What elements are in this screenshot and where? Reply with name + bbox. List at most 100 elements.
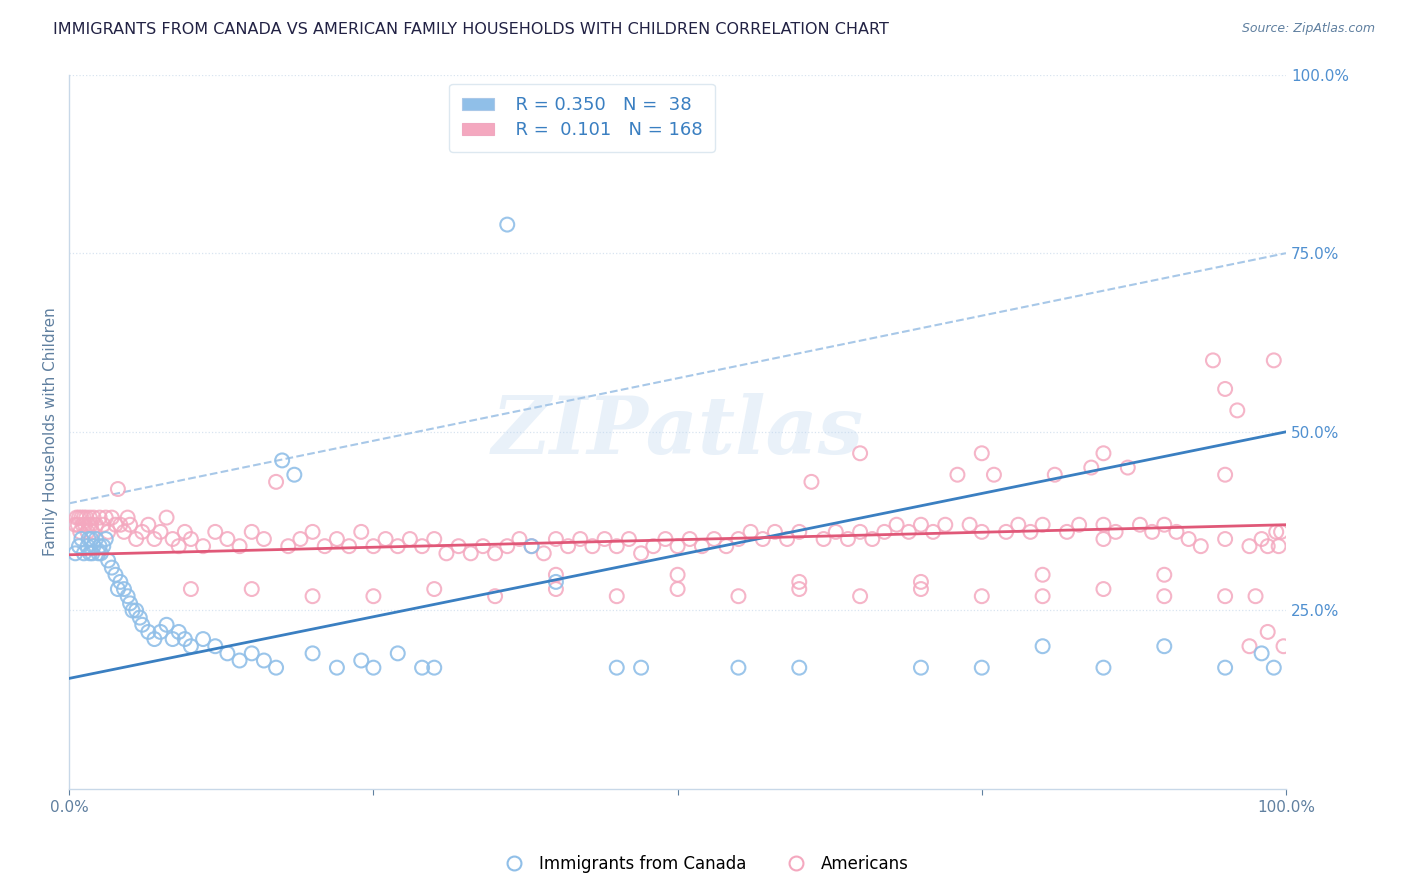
Point (787, 574, 810, 589)
Point (1202, 353, 1225, 368)
Point (716, 539, 738, 553)
Point (666, 567, 689, 582)
Point (143, 532, 166, 546)
Point (1263, 353, 1285, 368)
Point (107, 582, 129, 596)
Point (253, 532, 276, 546)
Point (191, 539, 214, 553)
Point (447, 539, 470, 553)
Point (1166, 524, 1188, 539)
Point (423, 582, 446, 596)
Point (76, 539, 98, 553)
Legend:   R = 0.350   N =  38,   R =  0.101   N = 168: R = 0.350 N = 38, R = 0.101 N = 168 (450, 84, 714, 152)
Point (740, 524, 762, 539)
Point (120, 596, 142, 610)
Point (946, 467, 969, 482)
Point (1007, 517, 1029, 532)
Point (363, 539, 385, 553)
Point (173, 524, 195, 539)
Point (240, 582, 263, 596)
Point (1056, 524, 1078, 539)
Point (813, 532, 835, 546)
Point (666, 582, 689, 596)
Point (1239, 639, 1261, 653)
Point (173, 632, 195, 646)
Point (217, 532, 239, 546)
Point (606, 539, 628, 553)
Point (508, 532, 530, 546)
Point (837, 532, 859, 546)
Point (1263, 660, 1285, 674)
Point (97, 524, 120, 539)
Point (593, 532, 616, 546)
Point (1032, 567, 1054, 582)
Point (910, 582, 932, 596)
Point (471, 89, 494, 103)
Point (131, 524, 153, 539)
Point (87, 546, 110, 560)
Point (666, 539, 689, 553)
Point (484, 589, 506, 603)
Point (399, 532, 422, 546)
Point (387, 539, 409, 553)
Point (1019, 524, 1042, 539)
Point (277, 539, 299, 553)
Point (1213, 467, 1236, 482)
Point (143, 632, 166, 646)
Point (983, 467, 1005, 482)
Point (910, 517, 932, 532)
Point (1080, 460, 1102, 475)
Point (314, 539, 336, 553)
Point (387, 646, 409, 660)
Point (217, 646, 239, 660)
Point (520, 539, 543, 553)
Point (83, 510, 105, 524)
Point (1213, 660, 1236, 674)
Point (121, 603, 143, 617)
Point (136, 517, 159, 532)
Point (101, 510, 124, 524)
Point (617, 532, 640, 546)
Point (290, 532, 312, 546)
Point (1116, 460, 1139, 475)
Point (110, 517, 132, 532)
Point (117, 510, 139, 524)
Point (180, 532, 202, 546)
Point (363, 589, 385, 603)
Text: ZIPatlas: ZIPatlas (492, 393, 863, 471)
Point (423, 532, 446, 546)
Point (569, 532, 592, 546)
Point (83, 539, 105, 553)
Point (1226, 403, 1249, 417)
Point (1092, 582, 1115, 596)
Point (110, 574, 132, 589)
Point (1213, 382, 1236, 396)
Point (228, 653, 250, 667)
Point (82, 546, 104, 560)
Point (1257, 539, 1279, 553)
Point (283, 467, 305, 482)
Point (125, 603, 148, 617)
Point (1092, 517, 1115, 532)
Point (131, 617, 153, 632)
Point (679, 532, 702, 546)
Point (970, 589, 993, 603)
Point (1032, 589, 1054, 603)
Point (787, 582, 810, 596)
Point (1239, 539, 1261, 553)
Point (703, 532, 725, 546)
Point (77, 517, 100, 532)
Point (995, 524, 1018, 539)
Point (167, 539, 190, 553)
Point (240, 524, 263, 539)
Point (84, 532, 107, 546)
Point (363, 660, 385, 674)
Point (934, 517, 956, 532)
Point (94, 510, 117, 524)
Point (69, 524, 91, 539)
Point (763, 524, 786, 539)
Point (72, 517, 94, 532)
Point (73, 510, 96, 524)
Point (149, 524, 172, 539)
Point (727, 589, 749, 603)
